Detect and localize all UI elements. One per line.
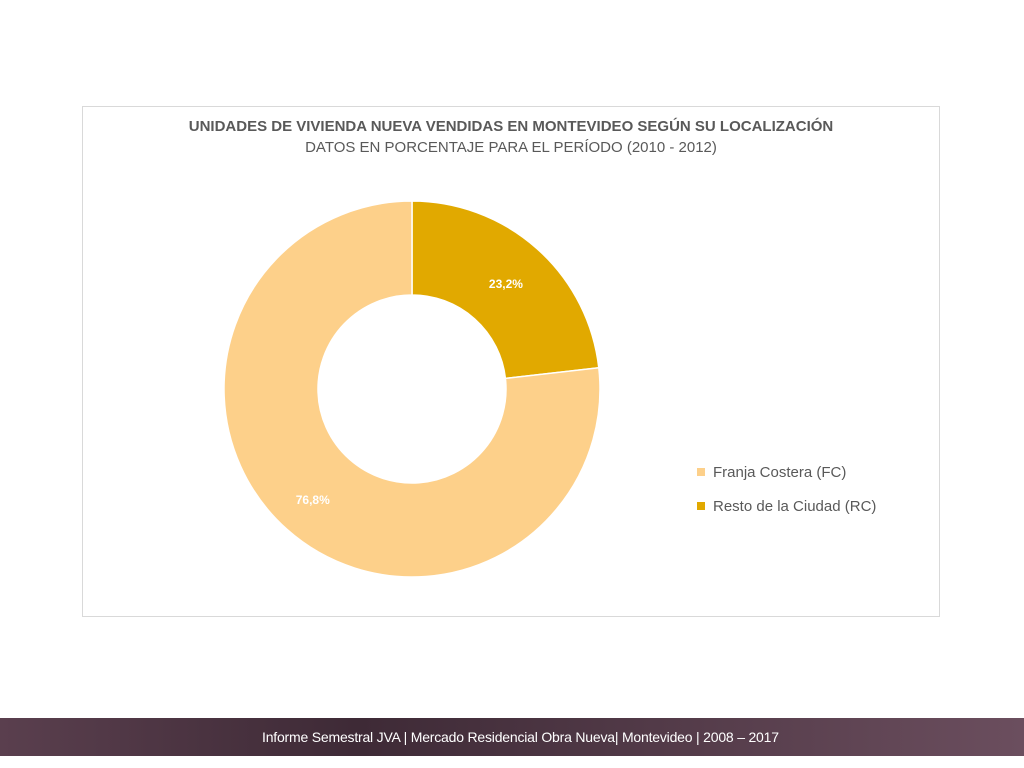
chart-title: UNIDADES DE VIVIENDA NUEVA VENDIDAS EN M… xyxy=(188,118,834,135)
legend-swatch-fc xyxy=(697,468,705,476)
legend-item-rc[interactable]: Resto de la Ciudad (RC) xyxy=(697,495,876,517)
footer-text: Informe Semestral JVA | Mercado Residenc… xyxy=(262,729,779,745)
legend-swatch-rc xyxy=(697,502,705,510)
footer-bar: Informe Semestral JVA | Mercado Residenc… xyxy=(0,718,1024,756)
donut-slice-fc[interactable] xyxy=(223,200,601,578)
chart-subtitle: DATOS EN PORCENTAJE PARA EL PERÍODO (201… xyxy=(305,139,717,156)
data-label-fc: 76,8% xyxy=(296,493,330,507)
legend: Franja Costera (FC) Resto de la Ciudad (… xyxy=(697,461,876,529)
donut-slice-rc[interactable] xyxy=(411,200,600,380)
legend-item-fc[interactable]: Franja Costera (FC) xyxy=(697,461,876,483)
legend-label-fc: Franja Costera (FC) xyxy=(713,463,847,481)
legend-label-rc: Resto de la Ciudad (RC) xyxy=(713,497,877,515)
chart-frame: UNIDADES DE VIVIENDA NUEVA VENDIDAS EN M… xyxy=(82,106,940,617)
donut-chart: 23,2% 76,8% xyxy=(223,200,601,578)
data-label-rc: 23,2% xyxy=(489,277,523,291)
